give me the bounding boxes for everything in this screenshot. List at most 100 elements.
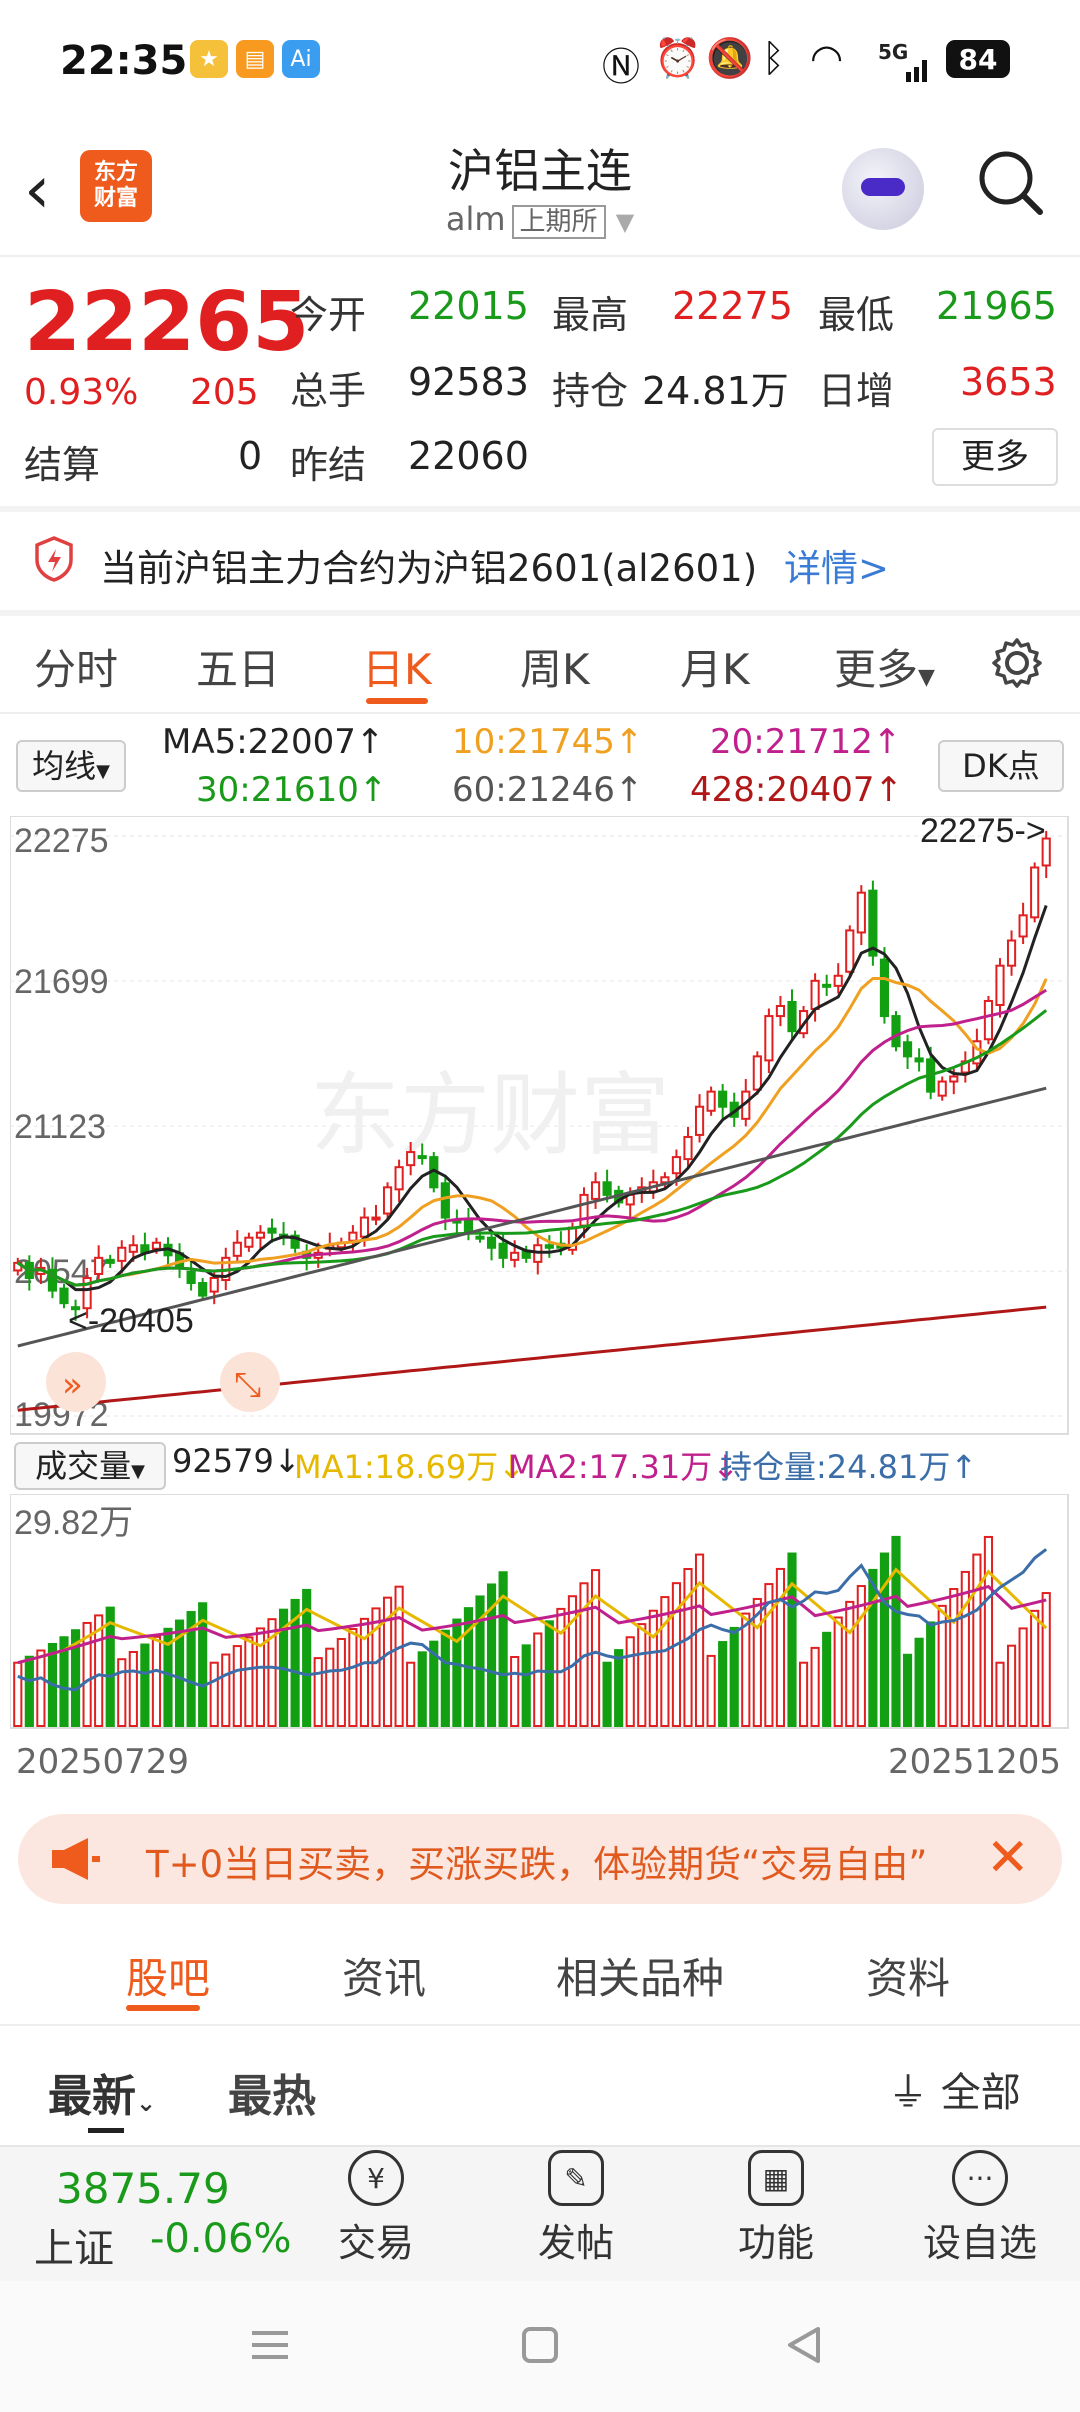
volume-label: 总手 <box>290 369 367 413</box>
volume-bar <box>567 1595 578 1727</box>
dk-point-button[interactable]: DK点 <box>938 740 1064 792</box>
assistant-robot-icon[interactable] <box>842 148 924 230</box>
candle-body <box>718 1090 728 1108</box>
shield-warning-icon <box>34 536 74 586</box>
candle-body <box>1030 866 1040 919</box>
candle-body <box>394 1166 404 1191</box>
alarm-icon: ⏰ <box>654 36 702 80</box>
mute-icon: 🔕 <box>706 36 754 80</box>
divider <box>0 2024 1080 2026</box>
caret-down-icon: ▼ <box>131 1461 145 1482</box>
home-icon[interactable] <box>520 2325 560 2369</box>
tab-daily-k[interactable]: 日K <box>362 645 432 694</box>
volume-bar <box>798 1661 809 1727</box>
settings-gear-icon[interactable] <box>990 636 1044 694</box>
candle-body <box>683 1135 693 1161</box>
volume-bar <box>614 1649 624 1727</box>
y-tick-label: 21699 <box>14 963 109 1001</box>
more-button[interactable]: 更多 <box>932 428 1058 486</box>
functions-button[interactable]: ▦ 功能 <box>706 2150 846 2267</box>
index-value[interactable]: 3875.79 <box>56 2164 230 2213</box>
main-contract-notice[interactable]: 当前沪铝主力合约为沪铝2601(al2601) 详情> <box>0 510 1080 610</box>
volume-bar <box>406 1661 416 1727</box>
candle-body <box>255 1231 266 1239</box>
candle-body <box>845 929 855 973</box>
volume-bar <box>741 1612 751 1727</box>
candle-body <box>775 1004 786 1018</box>
post-button[interactable]: ✎ 发帖 <box>506 2150 646 2267</box>
volume-bar <box>394 1585 404 1728</box>
volume-indicator-selector[interactable]: 成交量▼ <box>14 1442 166 1490</box>
status-time: 22:35 <box>60 38 188 84</box>
volume-bar <box>764 1583 774 1727</box>
tab-related-products[interactable]: 相关品种 <box>556 1954 725 2003</box>
logo-line-2: 财富 <box>93 186 138 211</box>
candle-body <box>59 1287 69 1305</box>
moving-average-lines <box>16 904 1048 1412</box>
candle-body <box>879 958 890 1018</box>
menu-icon[interactable] <box>250 2325 290 2369</box>
volume-bar <box>706 1654 716 1728</box>
volume-bar <box>683 1567 693 1728</box>
candle-body <box>660 1176 670 1184</box>
reader-notification-icon: ▤ <box>236 40 274 78</box>
candle-body <box>348 1231 358 1242</box>
x-axis-start-date: 20250729 <box>16 1742 190 1782</box>
candle-body <box>359 1216 370 1238</box>
candle-body <box>382 1186 393 1215</box>
index-name[interactable]: 上证 <box>34 2226 114 2272</box>
indicator-selector[interactable]: 均线▼ <box>16 740 126 792</box>
back-nav-icon[interactable] <box>784 2325 824 2369</box>
settlement-value: 0 <box>238 434 263 478</box>
open-interest-line <box>17 1548 1048 1692</box>
volume-bar <box>602 1661 612 1727</box>
tab-weekly-k[interactable]: 周K <box>520 645 590 694</box>
tab-intraday[interactable]: 分时 <box>34 645 119 694</box>
candle-body <box>868 889 878 957</box>
tab-profile[interactable]: 资料 <box>866 1954 951 2003</box>
candle-body <box>82 1276 92 1310</box>
sort-hot[interactable]: 最热 <box>228 2071 316 2122</box>
volume-bar <box>151 1635 162 1728</box>
volume-bar <box>729 1626 739 1728</box>
exchange-tag: 上期所 <box>511 205 606 239</box>
volume-bar <box>221 1653 231 1727</box>
search-icon[interactable] <box>978 150 1044 216</box>
volume-bar <box>267 1618 277 1727</box>
volume-bar <box>625 1636 635 1728</box>
tab-news[interactable]: 资讯 <box>342 1954 427 2003</box>
open-interest-legend: 持仓量:24.81万↑ <box>720 1448 978 1486</box>
sort-latest[interactable]: 最新⌄ <box>48 2060 156 2124</box>
volume-chart[interactable]: 29.82万 <box>10 1494 1070 1730</box>
tab-forum[interactable]: 股吧 <box>126 1954 211 2003</box>
tab-monthly-k[interactable]: 月K <box>680 645 750 694</box>
volume-bar <box>186 1611 196 1727</box>
fullscreen-button[interactable] <box>220 1352 280 1412</box>
filter-all[interactable]: ⏚ 全部 <box>888 2060 1021 2118</box>
volume-bar <box>556 1607 566 1727</box>
add-watchlist-button[interactable]: ··· 设自选 <box>910 2150 1050 2267</box>
tab-five-day[interactable]: 五日 <box>196 645 281 694</box>
tab-more[interactable]: 更多▼ <box>834 636 935 697</box>
close-icon[interactable]: ✕ <box>986 1828 1030 1888</box>
sort-latest-label: 最新 <box>48 2071 136 2122</box>
candle-body <box>198 1282 208 1297</box>
volume-bar <box>440 1629 450 1727</box>
trade-button[interactable]: ¥ 交易 <box>306 2150 446 2267</box>
notice-detail-link[interactable]: 详情> <box>784 547 890 590</box>
volume-bar <box>198 1602 208 1727</box>
high-price-annotation: 22275-> <box>920 816 1046 850</box>
back-button[interactable]: ‹ <box>24 151 51 228</box>
volume-bar <box>117 1658 127 1728</box>
index-change[interactable]: -0.06% <box>150 2216 292 2262</box>
volume-bar <box>371 1607 381 1727</box>
candle-body <box>498 1242 508 1259</box>
volume-bar <box>544 1620 554 1727</box>
contract-subtitle[interactable]: alm 上期所 ▼ <box>0 200 1080 239</box>
expand-left-button[interactable] <box>46 1352 106 1412</box>
candle-body <box>856 891 866 934</box>
volume-bar <box>290 1598 300 1727</box>
volume-bar <box>24 1655 34 1727</box>
promo-banner[interactable]: T+0当日买卖，买涨买跌，体验期货“交易自由” ✕ <box>18 1814 1062 1904</box>
